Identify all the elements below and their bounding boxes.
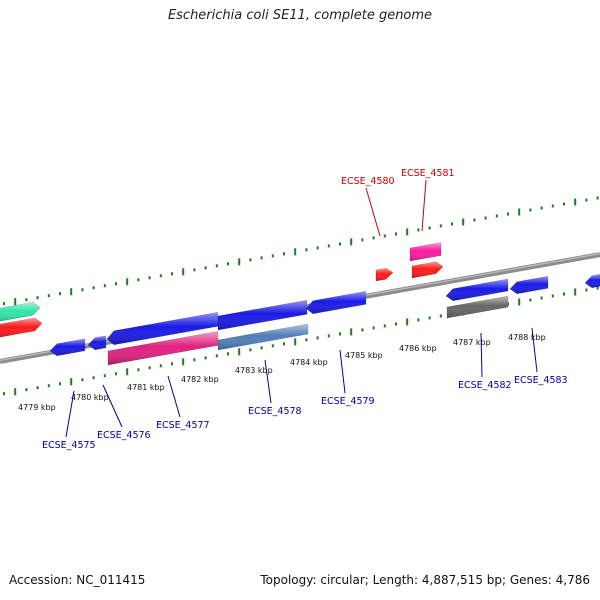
feature-track <box>0 242 600 366</box>
feature-blue-4578-shade <box>218 300 307 330</box>
kbp-label: 4780 kbp <box>71 393 109 402</box>
label-leader-lines <box>65 179 538 438</box>
inner-tick-ruler <box>3 286 599 396</box>
gene-label-reverse: ECSE_4576 <box>97 430 151 441</box>
leader-reverse <box>167 375 181 418</box>
gene-label-forward: ECSE_4580 <box>341 176 395 187</box>
gene-label-reverse: ECSE_4579 <box>321 396 375 407</box>
kbp-scale-labels: 4779 kbp 4780 kbp 4781 kbp 4782 kbp 4783 kbp… <box>18 333 546 412</box>
feature-blue-edge-shade <box>585 274 600 288</box>
gene-label-reverse: ECSE_4583 <box>514 375 568 386</box>
feature-blue-4579-shade <box>306 291 366 314</box>
leader-reverse <box>102 384 123 428</box>
feature-pink-4581-shade <box>410 242 441 261</box>
feature-gray-shade <box>447 296 508 318</box>
feature-blue-4576-shade <box>88 335 106 350</box>
kbp-label: 4779 kbp <box>18 403 56 412</box>
feature-red-small-shade <box>376 268 393 281</box>
leader-reverse <box>65 390 75 438</box>
kbp-label: 4785 kbp <box>345 351 383 360</box>
feature-blue-4583-shade <box>510 276 548 294</box>
leader-forward <box>421 179 427 232</box>
feature-pink-4577-shade <box>108 331 218 365</box>
feature-blue-4582-shade <box>446 279 508 301</box>
leader-reverse <box>531 327 538 373</box>
gene-label-reverse: ECSE_4578 <box>248 406 302 417</box>
feature-red-left-shade <box>0 317 42 338</box>
feature-red-4581-shade <box>412 261 443 278</box>
leader-reverse <box>339 349 346 394</box>
feature-blue-4575-shade <box>50 338 85 356</box>
gene-label-reverse: ECSE_4577 <box>156 420 210 431</box>
kbp-label: 4781 kbp <box>127 383 165 392</box>
gene-label-forward: ECSE_4581 <box>401 168 455 179</box>
gene-label-reverse: ECSE_4575 <box>42 440 96 451</box>
accession-text: Accession: NC_011415 <box>9 573 146 587</box>
leader-reverse <box>480 332 483 378</box>
kbp-label: 4784 kbp <box>290 358 328 367</box>
kbp-label: 4788 kbp <box>508 333 546 342</box>
kbp-label: 4783 kbp <box>235 366 273 375</box>
map-title: Escherichia coli SE11, complete genome <box>167 8 433 23</box>
leader-reverse <box>264 359 272 404</box>
kbp-label: 4787 kbp <box>453 338 491 347</box>
kbp-label: 4782 kbp <box>181 375 219 384</box>
gene-label-reverse: ECSE_4582 <box>458 380 512 391</box>
kbp-label: 4786 kbp <box>399 344 437 353</box>
leader-forward <box>365 187 381 237</box>
outer-tick-ruler <box>3 196 599 306</box>
feature-blue-4577-shade <box>107 312 218 345</box>
feature-teal-shade <box>0 302 40 322</box>
feature-steel-4578-shade <box>218 324 308 350</box>
topology-text: Topology: circular; Length: 4,887,515 bp… <box>260 573 590 587</box>
